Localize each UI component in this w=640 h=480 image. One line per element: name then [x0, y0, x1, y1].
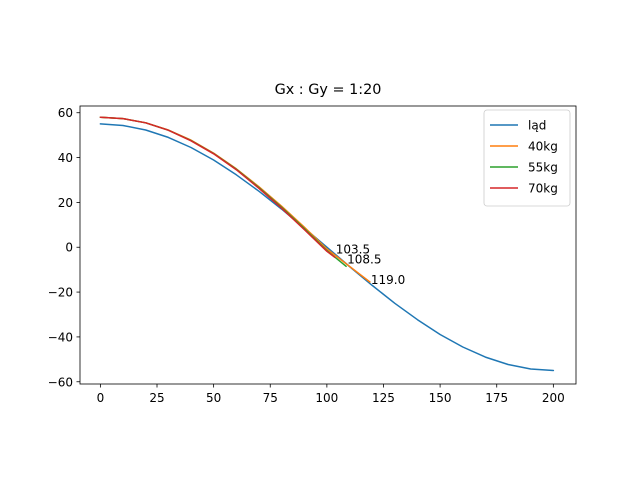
chart-title: Gx : Gy = 1:20: [275, 82, 382, 98]
annotation-label: 119.0: [371, 273, 405, 287]
x-tick-label: 0: [97, 391, 105, 405]
legend: ląd 40kg 55kg 70kg: [483, 109, 571, 207]
annotation-label: 108.5: [347, 253, 381, 267]
series-line-l-d: [99, 123, 555, 372]
y-tick-label: 40: [58, 151, 73, 165]
x-tick-label: 75: [263, 391, 278, 405]
axes-frame: [79, 105, 577, 385]
x-tick-label: 150: [429, 391, 452, 405]
legend-label: 70kg: [528, 182, 558, 196]
legend-label: 40kg: [528, 140, 558, 154]
y-tick-label: −20: [48, 286, 73, 300]
x-tick-label: 175: [485, 391, 508, 405]
y-tick-label: −60: [48, 375, 73, 389]
x-tick-label: 125: [372, 391, 395, 405]
x-tick-label: 50: [206, 391, 221, 405]
x-tick-label: 25: [149, 391, 164, 405]
series-layer: [99, 116, 555, 372]
annotation-label: 103.5: [336, 242, 370, 256]
axes-layer: 0 25 50 75 100 125 150 175 200 −60 −40 −20 0 20 40 60: [48, 105, 577, 405]
series-line-70kg: [99, 116, 336, 259]
y-tick-label: 60: [58, 106, 73, 120]
legend-box: [483, 109, 571, 207]
legend-label: ląd: [528, 119, 546, 133]
y-tick-label: 0: [65, 241, 73, 255]
y-tick-label: 20: [58, 196, 73, 210]
legend-label: 55kg: [528, 161, 558, 175]
x-tick-label: 100: [315, 391, 338, 405]
x-tick-label: 200: [542, 391, 565, 405]
y-tick-label: −40: [48, 330, 73, 344]
